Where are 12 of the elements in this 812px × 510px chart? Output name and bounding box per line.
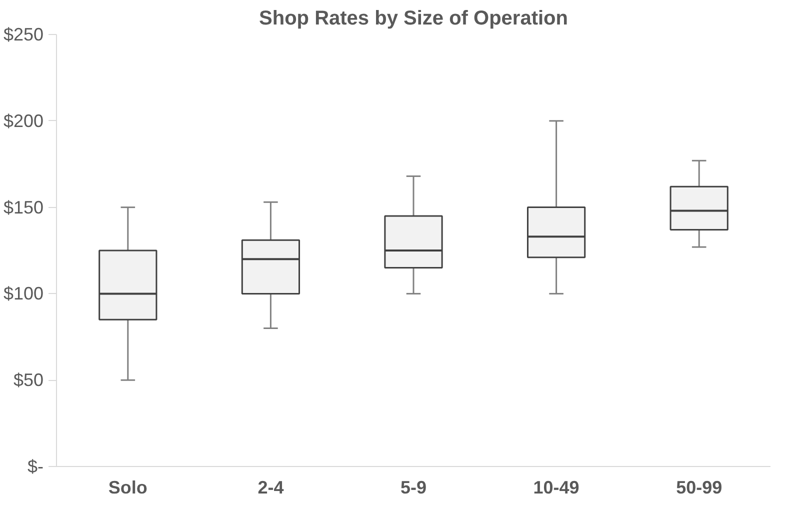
y-tick-label: $100 [3, 284, 44, 304]
x-tick-label: 2-4 [258, 478, 284, 498]
x-tick-label: 50-99 [676, 478, 722, 498]
y-tick-label: $- [27, 456, 44, 476]
x-tick-label: 5-9 [400, 478, 427, 498]
y-tick-label: $150 [3, 197, 44, 218]
y-tick-label: $50 [13, 370, 44, 390]
x-tick-label: 10-49 [533, 478, 580, 498]
x-tick-label: Solo [108, 478, 148, 498]
y-tick-label: $250 [3, 24, 44, 44]
chart-title: Shop Rates by Size of Operation [259, 8, 568, 30]
y-tick-label: $200 [3, 110, 44, 131]
